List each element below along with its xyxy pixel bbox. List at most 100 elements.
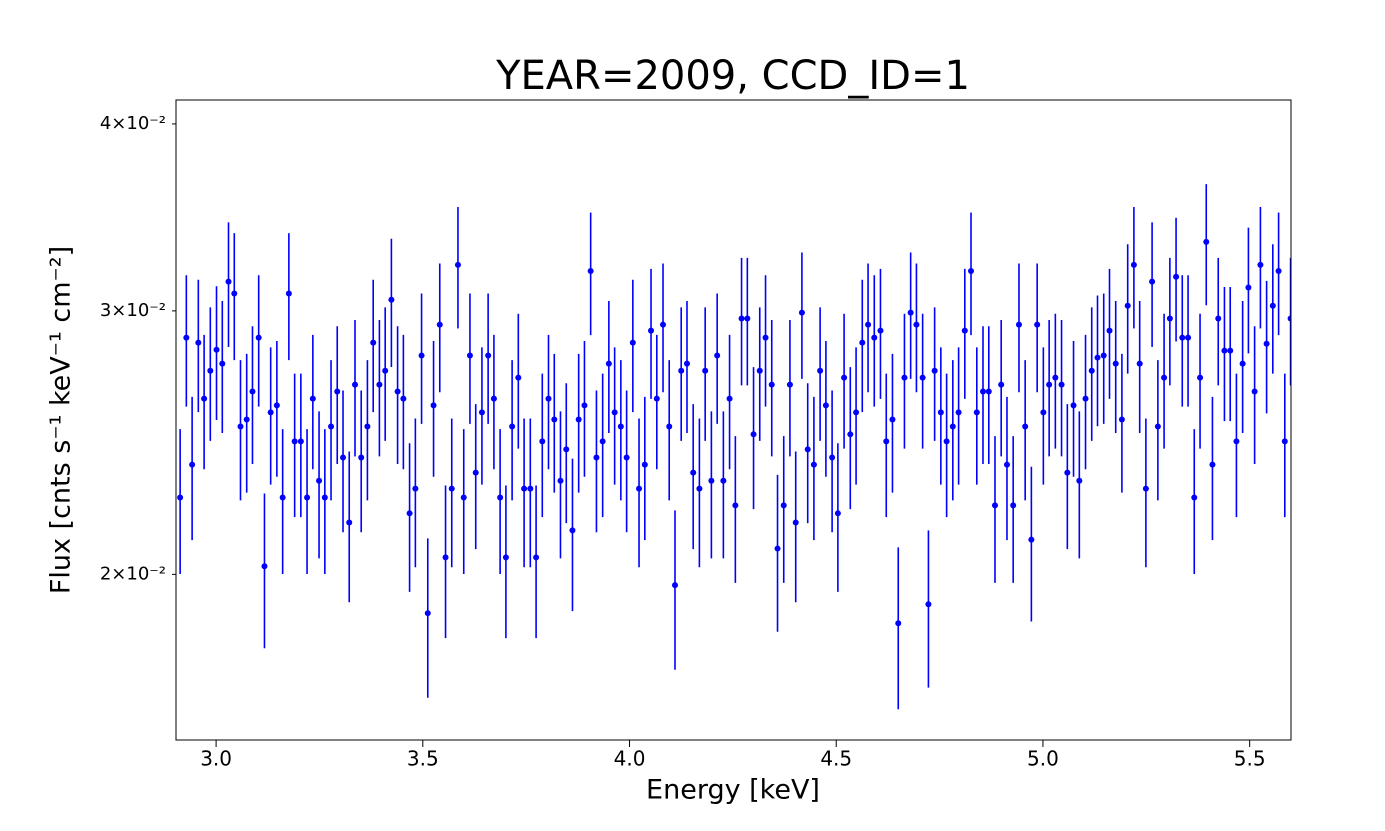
data-point [648,327,655,334]
data-point [261,563,268,570]
data-point [726,395,733,402]
data-point [557,477,564,484]
data-point [732,502,739,509]
data-point [817,367,824,374]
data-point [1166,315,1173,322]
data-point [316,477,323,484]
data-point [497,494,504,501]
data-point [641,461,648,468]
data-point [853,409,860,416]
data-point [225,278,232,285]
data-point [424,610,431,617]
data-point [829,454,836,461]
data-point [1179,334,1186,341]
data-point [804,446,811,453]
data-point [376,381,383,388]
data-point [485,352,492,359]
data-point [1124,302,1131,309]
y-tick-label: 2×10⁻² [100,563,166,584]
data-point [515,374,522,381]
data-point [466,352,473,359]
data-point [219,360,226,367]
data-point [388,296,395,303]
data-point [1263,340,1270,347]
data-point [955,409,962,416]
data-point [792,519,799,526]
data-point [672,582,679,589]
data-point [1142,485,1149,492]
data-point [454,261,461,268]
plot-frame [175,99,1292,741]
data-point [925,601,932,608]
data-point [297,438,304,445]
data-point [708,477,715,484]
data-point [593,454,600,461]
data-point [877,327,884,334]
data-point [1191,494,1198,501]
data-point [352,381,359,388]
data-point [623,454,630,461]
data-point [1221,347,1228,354]
data-point [436,321,443,328]
data-point [587,267,594,274]
data-point [551,416,558,423]
data-point [690,469,697,476]
data-point [255,334,262,341]
data-point [841,374,848,381]
data-point [629,339,636,346]
data-point [1076,477,1083,484]
data-point [1173,273,1180,280]
data-point [304,494,311,501]
data-point [1203,238,1210,245]
data-point [430,402,437,409]
data-point [1015,321,1022,328]
x-tick-label: 5.5 [1234,747,1266,771]
data-point [1010,502,1017,509]
data-point [810,461,817,468]
data-point [1022,423,1029,430]
data-point [569,527,576,534]
data-point [177,494,184,501]
y-axis-label: Flux [cnts s⁻¹ keV⁻¹ cm⁻²] [46,246,77,594]
data-point [207,367,214,374]
data-point [961,327,968,334]
data-point [1275,267,1282,274]
data-point [1003,461,1010,468]
data-point [756,367,763,374]
data-point [1185,334,1192,341]
data-point [231,290,238,297]
data-point [321,494,328,501]
data-point [358,454,365,461]
data-point [1215,315,1222,322]
data-point [666,423,673,430]
data-point [1058,381,1065,388]
data-point [1136,360,1143,367]
data-point [599,438,606,445]
data-point [1106,327,1113,334]
data-point [509,423,516,430]
data-point [364,423,371,430]
data-point [931,367,938,374]
data-point [943,438,950,445]
data-point [346,519,353,526]
data-point [1154,423,1161,430]
data-point [575,416,582,423]
x-tick-label: 5.0 [1027,747,1059,771]
data-point [1251,388,1258,395]
data-point [382,367,389,374]
data-point [183,334,190,341]
data-point [1245,284,1252,291]
data-point [847,431,854,438]
data-point [309,395,316,402]
data-point [539,438,546,445]
data-point [653,395,660,402]
data-point [968,267,975,274]
data-point [871,334,878,341]
data-point [243,416,250,423]
x-tick-label: 3.5 [407,747,439,771]
data-point [762,334,769,341]
data-point [412,485,419,492]
data-point [279,494,286,501]
data-point [533,554,540,561]
data-point [1034,321,1041,328]
